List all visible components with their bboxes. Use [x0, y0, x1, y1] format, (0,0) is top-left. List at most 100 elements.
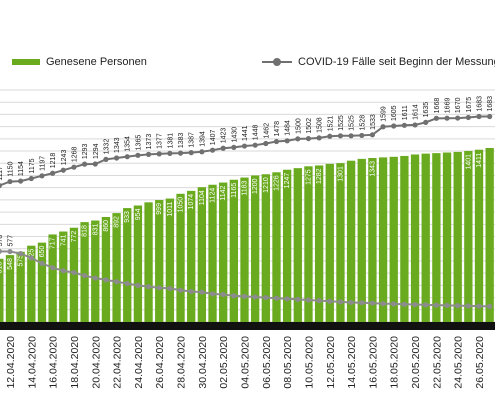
active-cases-point	[50, 265, 56, 271]
bar	[389, 156, 398, 322]
bar-value-label: 860	[103, 220, 110, 232]
total-cases-value-label: 1525	[349, 115, 356, 131]
total-cases-value-label: 1525	[338, 115, 345, 131]
legend-label-recovered: Genesene Personen	[46, 56, 147, 68]
active-cases-point	[455, 303, 461, 309]
total-cases-point	[412, 122, 418, 128]
total-cases-point	[103, 156, 109, 162]
bar	[5, 255, 15, 322]
total-cases-point	[50, 170, 56, 176]
bottom-band	[0, 322, 495, 330]
bar-value-label: 717	[50, 237, 57, 249]
total-cases-point	[82, 161, 88, 167]
bar	[261, 174, 270, 322]
total-cases-value-label: 1268	[71, 146, 78, 162]
bar	[133, 205, 143, 322]
bar	[229, 179, 238, 322]
total-cases-value-label: 1448	[253, 125, 260, 141]
total-cases-value-label: 1383	[178, 132, 185, 148]
x-tick-label: 22.05.2020	[431, 336, 443, 389]
legend-label-cases: COVID-19 Fälle seit Beginn der Messung	[298, 56, 495, 68]
x-tick-label: 24.04.2020	[133, 336, 145, 389]
active-cases-point	[167, 285, 173, 292]
total-cases-point	[124, 154, 130, 160]
bar	[112, 213, 121, 322]
bar-value-label: 625	[28, 249, 35, 261]
active-cases-point	[103, 277, 109, 283]
bar	[16, 251, 25, 322]
total-cases-value-label: 1218	[50, 153, 57, 169]
total-cases-point	[209, 147, 216, 153]
bar-value-label: 892	[114, 216, 121, 228]
total-cases-point	[433, 115, 439, 121]
x-tick-label: 02.05.2020	[218, 336, 230, 389]
bar-value-label: 1210	[263, 177, 270, 193]
active-cases-point	[423, 302, 429, 308]
active-cases-point	[231, 293, 237, 299]
total-cases-point	[28, 175, 34, 182]
bar-value-label: 999	[156, 203, 163, 215]
bar	[378, 157, 388, 322]
active-cases-point	[7, 248, 13, 255]
total-cases-point	[220, 145, 226, 151]
active-cases-point	[71, 269, 77, 276]
legend-item-recovered: Genesene Personen	[12, 56, 147, 68]
total-cases-point	[465, 114, 471, 121]
bar-value-label: 831	[92, 223, 99, 235]
total-cases-value-label: 1293	[82, 143, 89, 159]
bar	[187, 190, 196, 322]
x-tick-label: 04.05.2020	[240, 336, 252, 389]
active-cases-point	[359, 300, 365, 306]
total-cases-value-label: 1675	[466, 97, 473, 113]
x-tick-label: 30.04.2020	[197, 336, 209, 389]
total-cases-point	[241, 143, 248, 149]
x-tick-label: 14.04.2020	[26, 336, 38, 389]
x-tick-label: 24.05.2020	[453, 336, 465, 389]
active-cases-point	[60, 268, 66, 274]
bar	[314, 165, 324, 322]
total-cases-value-label: 1635	[423, 102, 430, 118]
bar-value-label: 1411	[476, 153, 483, 168]
total-cases-point	[231, 144, 237, 150]
bar-value-label: 954	[135, 208, 142, 220]
total-cases-point	[391, 123, 397, 129]
total-cases-point	[177, 150, 184, 156]
bar-value-label: 1050	[178, 197, 185, 213]
bar	[155, 200, 164, 322]
total-cases-point	[348, 133, 354, 139]
active-cases-point	[412, 301, 418, 308]
bar-value-label: 1074	[188, 194, 195, 210]
bar-value-label: 1343	[369, 161, 376, 177]
active-cases-point	[28, 255, 34, 261]
bar	[368, 158, 377, 322]
total-cases-point	[60, 167, 66, 173]
x-tick-label: 12.04.2020	[5, 336, 17, 389]
active-cases-point	[92, 275, 98, 281]
active-cases-point	[337, 299, 344, 305]
x-tick-label: 10.05.2020	[303, 336, 315, 389]
active-cases-point	[135, 282, 141, 288]
active-cases-point	[241, 293, 248, 299]
bar	[144, 202, 153, 322]
total-cases-point	[455, 115, 461, 121]
bar	[453, 151, 462, 322]
total-cases-value-label: 1394	[199, 131, 206, 147]
total-cases-value-label: 1294	[93, 143, 100, 159]
active-cases-point	[113, 279, 120, 285]
bar	[208, 184, 217, 322]
legend-swatch-cases	[262, 58, 292, 66]
active-cases-point	[444, 302, 450, 308]
active-cases-point	[391, 301, 397, 307]
bar-value-label: 1275	[305, 169, 312, 185]
bar-value-label: 518	[0, 262, 3, 274]
total-cases-value-label: 1407	[210, 130, 217, 146]
x-tick-label: 20.05.2020	[410, 336, 422, 389]
total-cases-point	[359, 132, 365, 139]
active-cases-point	[220, 291, 226, 298]
total-cases-value-label: 1521	[327, 116, 334, 132]
x-tick-label: 12.05.2020	[325, 336, 337, 389]
total-cases-point	[167, 150, 173, 156]
total-cases-value-label: 1423	[221, 128, 228, 144]
active-cases-point	[273, 295, 280, 301]
